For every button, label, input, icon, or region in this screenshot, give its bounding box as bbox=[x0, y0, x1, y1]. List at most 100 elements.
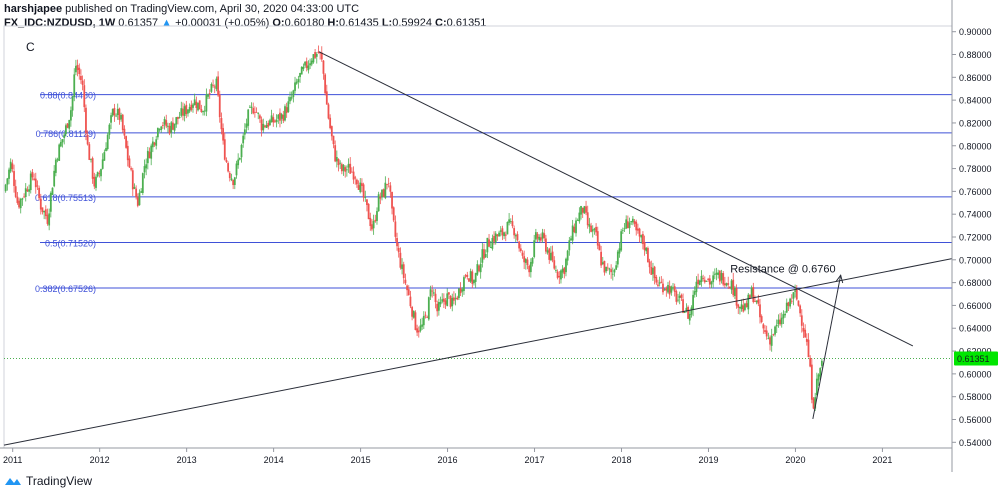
candle-body bbox=[566, 250, 569, 261]
candle-body bbox=[688, 313, 691, 321]
y-tick-label: 0.86000 bbox=[959, 73, 992, 83]
candle-body bbox=[258, 115, 261, 119]
candle-body bbox=[720, 273, 723, 281]
candle-body bbox=[237, 159, 240, 166]
x-tick-label: 2011 bbox=[3, 455, 22, 465]
candle-body bbox=[700, 275, 703, 283]
candle-body bbox=[243, 129, 246, 135]
candle-body bbox=[543, 233, 546, 239]
candle-body bbox=[493, 236, 495, 242]
candle-body bbox=[264, 125, 266, 127]
candle-body bbox=[213, 86, 216, 88]
candle-body bbox=[685, 307, 688, 311]
price-chart[interactable]: 0.88(0.84480)0.786(0.81129)0.618(0.75513… bbox=[0, 0, 1000, 472]
candle-body bbox=[434, 293, 437, 303]
candle-body bbox=[692, 294, 694, 310]
candle-body bbox=[315, 53, 318, 57]
candle-body bbox=[621, 229, 624, 231]
candle-body bbox=[662, 283, 664, 293]
candle-body bbox=[337, 158, 340, 166]
candle-body bbox=[812, 398, 815, 409]
candle-body bbox=[111, 108, 114, 116]
candle-body bbox=[693, 291, 696, 295]
candle-body bbox=[754, 301, 756, 303]
y-tick-label: 0.80000 bbox=[959, 141, 992, 151]
candle-body bbox=[596, 231, 599, 246]
candle-body bbox=[350, 171, 353, 173]
candle-body bbox=[790, 300, 793, 302]
candle-body bbox=[775, 324, 778, 327]
candle-body bbox=[439, 301, 442, 305]
candle-body bbox=[325, 91, 328, 105]
x-tick-label: 2016 bbox=[438, 455, 458, 465]
candle-body bbox=[304, 61, 306, 66]
candle-body bbox=[193, 99, 196, 105]
candle-body bbox=[802, 328, 805, 332]
candle-body bbox=[289, 97, 291, 102]
candle-body bbox=[598, 244, 601, 251]
candle-body bbox=[645, 247, 648, 252]
candle-body bbox=[742, 305, 745, 312]
candle-body bbox=[762, 324, 765, 329]
arrow-head-icon bbox=[835, 274, 844, 284]
candle-body bbox=[429, 289, 432, 297]
candle-body bbox=[160, 126, 163, 131]
candle-body bbox=[616, 251, 619, 265]
candle-body bbox=[167, 125, 169, 127]
candle-body bbox=[446, 293, 449, 307]
candle-body bbox=[16, 196, 19, 203]
candle-body bbox=[416, 328, 419, 333]
candle-body bbox=[188, 106, 191, 112]
candle-body bbox=[473, 280, 475, 284]
candle-body bbox=[141, 173, 144, 194]
candle-body bbox=[815, 378, 818, 396]
fib-retracement: 0.88(0.84480)0.786(0.81129)0.618(0.75513… bbox=[4, 91, 952, 359]
candle-body bbox=[718, 270, 721, 282]
x-tick-label: 2015 bbox=[351, 455, 371, 465]
candle-body bbox=[478, 265, 480, 272]
author-name[interactable]: harshjapee bbox=[4, 3, 63, 15]
y-tick-label: 0.74000 bbox=[959, 210, 992, 220]
candle-body bbox=[782, 314, 785, 319]
candle-body bbox=[728, 286, 731, 288]
candle-body bbox=[767, 337, 770, 339]
candle-body bbox=[603, 260, 606, 273]
x-tick-label: 2013 bbox=[177, 455, 197, 465]
candle-body bbox=[376, 211, 378, 221]
candle-body bbox=[471, 271, 474, 284]
candle-body bbox=[285, 107, 288, 114]
y-tick-label: 0.66000 bbox=[959, 301, 992, 311]
candle-body bbox=[180, 108, 183, 116]
candle-body bbox=[312, 54, 315, 63]
candle-body bbox=[399, 252, 402, 268]
candle-body bbox=[804, 329, 807, 338]
candle-body bbox=[282, 114, 285, 121]
candle-body bbox=[581, 207, 584, 213]
candle-body bbox=[643, 242, 646, 251]
candle-body bbox=[687, 306, 689, 319]
candle-body bbox=[391, 191, 393, 209]
candle-body bbox=[774, 326, 776, 335]
candle-body bbox=[228, 172, 231, 179]
candle-body bbox=[334, 145, 337, 162]
candle-body bbox=[585, 206, 587, 213]
candle-body bbox=[508, 219, 511, 223]
candle-body bbox=[292, 90, 295, 98]
candle-body bbox=[233, 177, 236, 185]
candle-body bbox=[138, 192, 141, 206]
candle-body bbox=[631, 218, 634, 223]
candle-body bbox=[613, 269, 616, 273]
candle-body bbox=[36, 185, 39, 187]
candle-body bbox=[364, 197, 367, 199]
x-tick-label: 2017 bbox=[525, 455, 545, 465]
candle-body bbox=[496, 234, 499, 237]
candle-body bbox=[63, 134, 66, 139]
candle-body bbox=[240, 144, 243, 158]
candle-body bbox=[44, 209, 47, 217]
candle-body bbox=[6, 178, 9, 185]
candle-body bbox=[606, 267, 609, 269]
candle-body bbox=[583, 206, 586, 214]
candle-body bbox=[794, 290, 797, 292]
candle-body bbox=[611, 273, 614, 275]
x-tick-label: 2014 bbox=[264, 455, 284, 465]
